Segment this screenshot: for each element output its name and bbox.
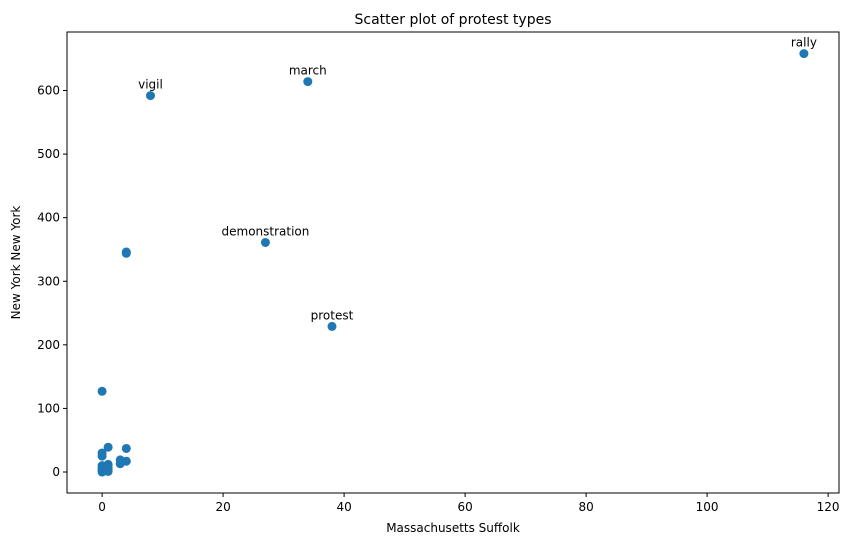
scatter-point [115,459,125,469]
point-label: demonstration [222,224,310,238]
scatter-point [327,321,337,331]
y-tick-label: 300 [37,274,60,288]
scatter-point [121,443,131,453]
y-tick-label: 200 [37,338,60,352]
point-label: vigil [138,78,163,92]
scatter-point [799,49,809,59]
y-tick-label: 600 [37,83,60,97]
x-axis-ticks: 0 20 40 60 80 100 120 [98,493,840,514]
point-label: march [289,64,327,78]
scatter-point [97,451,107,461]
scatter-point [303,77,313,87]
x-tick-label: 40 [336,500,351,514]
x-tick-label: 120 [817,500,840,514]
scatter-point [145,91,155,101]
y-tick-label: 400 [37,211,60,225]
point-label: protest [311,308,354,322]
x-axis-label: Massachusetts Suffolk [386,521,520,535]
y-tick-label: 100 [37,401,60,415]
scatter-point [260,237,270,247]
x-tick-label: 0 [98,500,106,514]
axes-frame [66,31,840,494]
x-tick-label: 20 [215,500,230,514]
scatter-point [97,467,107,477]
y-axis-label: New York New York [9,206,23,320]
point-annotations: rally march vigil demonstration protest [138,36,817,323]
scatter-point [121,248,131,258]
y-tick-label: 0 [52,465,60,479]
x-tick-label: 100 [696,500,719,514]
y-axis-ticks: 0 100 200 300 400 500 600 [37,83,67,479]
x-tick-label: 80 [578,500,593,514]
y-tick-label: 500 [37,147,60,161]
point-label: rally [791,36,817,50]
scatter-point [103,442,113,452]
chart-title: Scatter plot of protest types [355,12,552,28]
x-tick-label: 60 [457,500,472,514]
data-points [97,49,809,477]
scatter-point [97,386,107,396]
